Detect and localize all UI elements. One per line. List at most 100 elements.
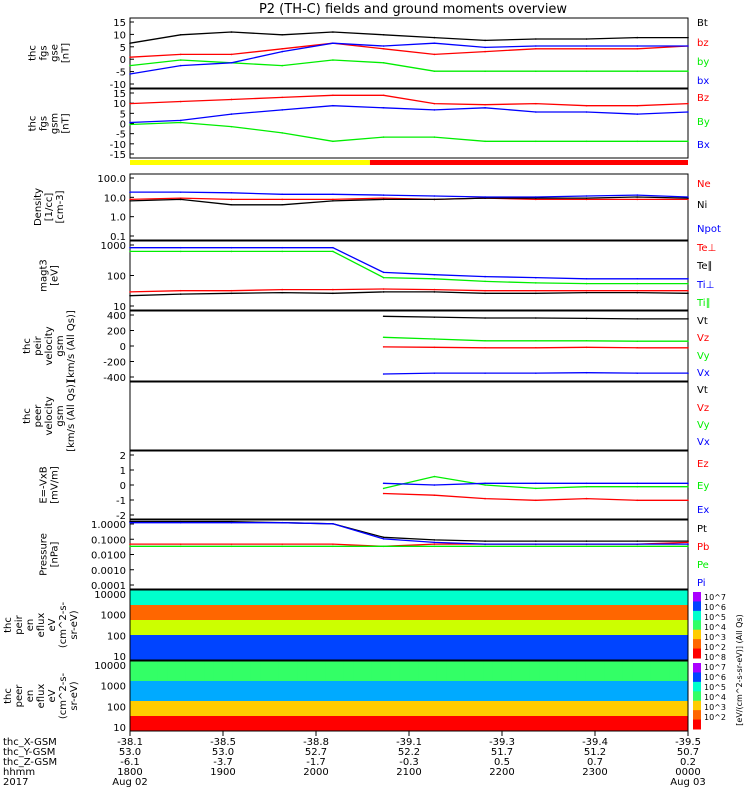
heatmap-cell (195, 671, 205, 677)
panel-peer_spectrogram: thcpeerenefluxeV(cm^2-s-sr-eV)1000010001… (3, 660, 689, 734)
heatmap-cell (269, 625, 280, 631)
heatmap-cell (502, 655, 512, 661)
heatmap-cell (585, 600, 596, 606)
heatmap-cell (446, 605, 456, 611)
heatmap-cell (650, 640, 661, 646)
data-point (687, 499, 689, 502)
heatmap-cell (595, 655, 605, 661)
heatmap-cell (241, 681, 252, 687)
data-point (179, 59, 182, 61)
heatmap-cell (548, 676, 559, 682)
legend-Te∥: Te∥ (696, 261, 713, 272)
heatmap-cell (622, 701, 633, 707)
heatmap-cell (483, 701, 494, 707)
heatmap-cell (297, 650, 308, 656)
heatmap-cell (288, 726, 298, 732)
heatmap-cell (641, 625, 652, 631)
heatmap-cell (130, 721, 140, 727)
data-point (382, 492, 385, 495)
heatmap-cell (502, 595, 512, 601)
heatmap-cell (436, 711, 447, 717)
heatmap-cell (567, 605, 577, 611)
heatmap-cell (185, 645, 196, 651)
heatmap-cell (529, 590, 540, 596)
heatmap-cell (660, 721, 670, 727)
heatmap-cell (353, 681, 363, 687)
heatmap-cell (288, 635, 298, 641)
heatmap-cell (632, 726, 642, 732)
heatmap-cell (353, 630, 363, 636)
heatmap-cell (567, 650, 577, 656)
heatmap-cell (260, 650, 270, 656)
heatmap-cell (669, 620, 680, 626)
heatmap-cell (520, 640, 531, 646)
heatmap-cell (511, 666, 522, 672)
series-Npot (130, 191, 689, 198)
data-point (230, 203, 233, 206)
heatmap-cell (167, 625, 177, 631)
heatmap-cell (139, 706, 150, 712)
heatmap-cell (334, 716, 345, 722)
heatmap-cell (455, 595, 466, 601)
heatmap-cell (195, 605, 205, 611)
heatmap-cell (232, 691, 243, 697)
heatmap-cell (576, 655, 587, 661)
heatmap-cell (604, 645, 615, 651)
heatmap-cell (306, 590, 317, 596)
heatmap-cell (390, 635, 401, 641)
data-point (687, 198, 689, 201)
heatmap-cell (650, 721, 661, 727)
data-point (332, 545, 334, 548)
heatmap-cell (650, 605, 661, 611)
heatmap-cell (381, 676, 391, 682)
ylabel-line: [1/cc] (44, 193, 55, 222)
data-point (585, 371, 588, 374)
heatmap-cell (278, 630, 289, 636)
heatmap-cell (520, 655, 531, 661)
heatmap-cell (325, 595, 336, 601)
data-point (484, 540, 486, 542)
heatmap-cell (362, 681, 373, 687)
heatmap-cell (390, 655, 401, 661)
heatmap-cell (269, 721, 280, 727)
heatmap-cell (511, 615, 522, 621)
ytick-label: 1.0000 (91, 520, 126, 531)
heatmap-cell (185, 716, 196, 722)
heatmap-cell (325, 666, 336, 672)
heatmap-cell (278, 701, 289, 707)
heatmap-cell (269, 676, 280, 682)
ytick-label: 100 (107, 272, 126, 283)
heatmap-cell (557, 721, 568, 727)
heatmap-cell (223, 681, 233, 687)
legend-Npot: Npot (697, 224, 721, 235)
heatmap-cell (371, 605, 382, 611)
heatmap-cell (529, 701, 540, 707)
heatmap-cell (529, 686, 540, 692)
heatmap-cell (130, 590, 140, 596)
heatmap-cell (548, 696, 559, 702)
heatmap-cell (297, 590, 308, 596)
heatmap-cell (678, 661, 689, 667)
heatmap-cell (381, 706, 391, 712)
heatmap-cell (195, 686, 205, 692)
heatmap-cell (539, 640, 549, 646)
heatmap-cell (557, 696, 568, 702)
heatmap-cell (288, 620, 298, 626)
heatmap-cell (483, 605, 494, 611)
ytick-label: 1000 (101, 241, 126, 252)
heatmap-cell (371, 666, 382, 672)
heatmap-cell (455, 686, 466, 692)
data-point (230, 53, 233, 56)
heatmap-cell (278, 716, 289, 722)
heatmap-cell (260, 711, 270, 717)
heatmap-cell (446, 726, 456, 732)
ylabel-line: [eV] (50, 265, 61, 286)
ytick-label: 15 (113, 89, 126, 100)
heatmap-cell (316, 655, 326, 661)
heatmap-cell (371, 630, 382, 636)
data-point (687, 289, 689, 292)
data-point (585, 497, 588, 500)
ylabel-line: eV (47, 689, 58, 702)
heatmap-cell (176, 610, 187, 616)
heatmap-cell (278, 625, 289, 631)
